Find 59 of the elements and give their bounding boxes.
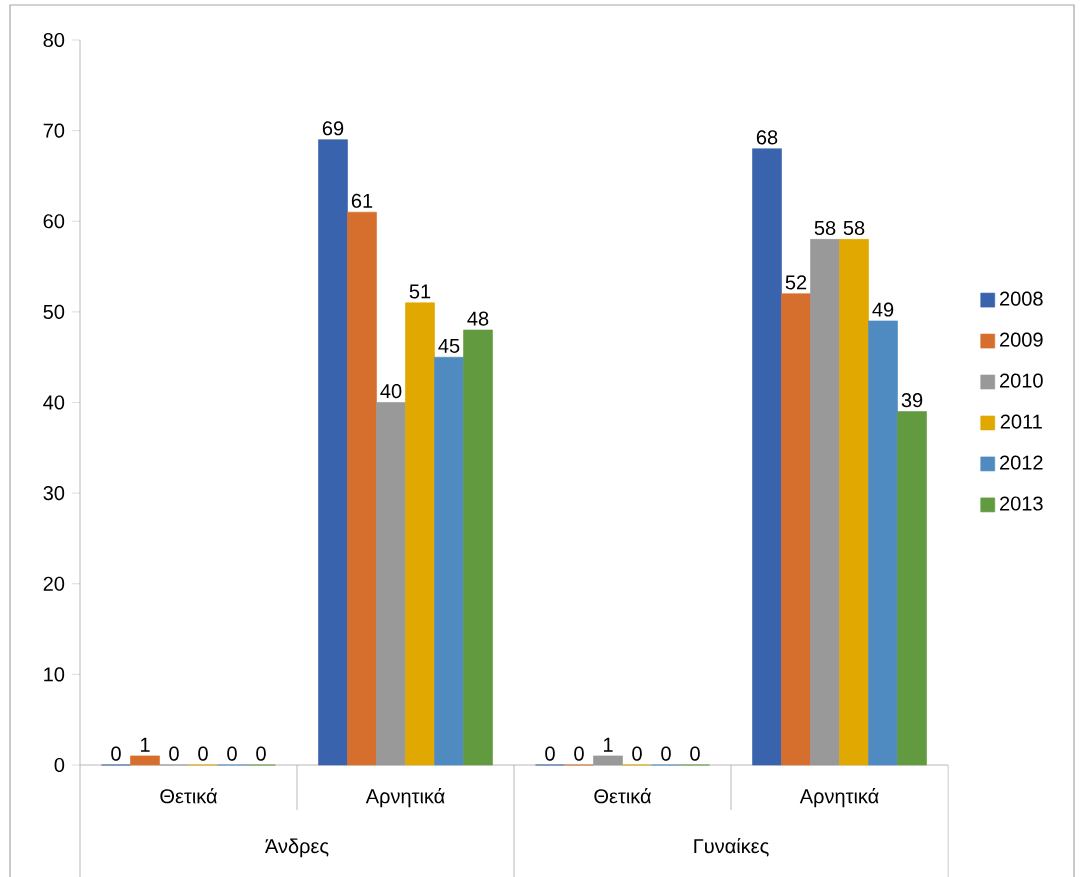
y-tick-label: 10 (44, 667, 65, 682)
data-label: 58 (814, 220, 836, 236)
y-tick-label: 20 (43, 576, 65, 591)
data-label: 49 (872, 302, 894, 317)
y-tick-label: 50 (43, 304, 65, 319)
legend-label: 2013 (1000, 496, 1043, 511)
bar (752, 148, 782, 766)
data-label: 0 (256, 746, 266, 761)
data-label: 58 (843, 220, 865, 236)
legend-label: 2011 (1000, 414, 1042, 429)
bar (897, 411, 927, 766)
y-tick-label: 60 (43, 214, 65, 229)
bar (434, 356, 464, 766)
y-tick-label: 70 (43, 123, 65, 138)
bar (868, 320, 898, 766)
x-tick-label: Αρνητικά (365, 788, 445, 808)
data-label: 1 (140, 737, 150, 752)
data-label: 40 (380, 384, 402, 399)
bar (839, 239, 869, 766)
y-tick-label: 30 (43, 486, 65, 501)
data-label: 0 (169, 746, 179, 761)
bar (405, 302, 435, 766)
bar (810, 239, 840, 766)
x-tick-label: Θετικά (160, 788, 217, 804)
data-label: 51 (409, 284, 431, 299)
y-tick-label: 40 (43, 395, 65, 410)
data-label: 0 (227, 746, 237, 761)
bar (130, 755, 160, 766)
data-label: 0 (545, 746, 555, 761)
data-label: 45 (438, 338, 460, 353)
bar (347, 211, 377, 766)
data-label: 0 (661, 746, 671, 761)
legend-label: 2008 (1000, 291, 1043, 306)
text: Γυναίκες (694, 837, 769, 857)
y-tick-label: 0 (54, 757, 65, 773)
x-tick-label: Αρνητικά (799, 788, 879, 808)
data-label: 48 (467, 311, 489, 326)
legend-label: 2012 (1000, 455, 1043, 470)
data-label: 68 (756, 130, 778, 145)
y-tick-label: 80 (43, 32, 65, 48)
data-label: 69 (322, 121, 344, 136)
data-label: 61 (351, 193, 373, 208)
data-label: 1 (603, 737, 613, 752)
data-label: 0 (632, 746, 642, 761)
data-label: 0 (111, 746, 121, 761)
data-label: 52 (785, 275, 807, 290)
data-label: 39 (901, 393, 923, 408)
bar (376, 402, 406, 766)
bar (318, 139, 348, 766)
data-label: 0 (690, 746, 700, 761)
bar (593, 755, 623, 766)
data-label: 0 (198, 746, 208, 761)
text: Άνδρες (265, 838, 329, 858)
bar (463, 329, 493, 766)
x-tick-label: Θετικά (594, 788, 651, 804)
data-label: 0 (574, 746, 584, 761)
legend-label: 2010 (1000, 373, 1043, 388)
bar (781, 293, 811, 766)
legend-label: 2009 (1000, 332, 1043, 347)
